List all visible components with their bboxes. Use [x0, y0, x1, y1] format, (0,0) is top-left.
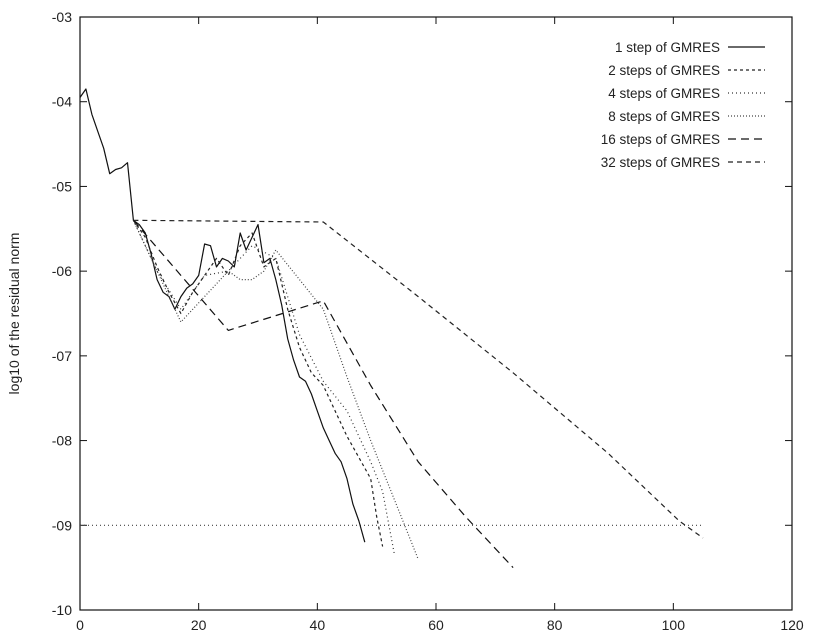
series-line-3: [132, 220, 396, 556]
y-tick-label: -10: [52, 602, 72, 618]
legend-label: 4 steps of GMRES: [608, 86, 720, 101]
series-line-2: [132, 219, 384, 547]
y-tick-label: -08: [52, 433, 72, 449]
y-tick-label: -09: [52, 517, 72, 533]
x-tick-label: 0: [76, 617, 84, 633]
y-tick-label: -07: [52, 348, 72, 364]
x-tick-label: 80: [547, 617, 563, 633]
legend-label: 8 steps of GMRES: [608, 109, 720, 124]
y-tick-label: -04: [52, 94, 72, 110]
legend-label: 2 steps of GMRES: [608, 63, 720, 78]
series-line-5: [132, 219, 514, 569]
y-tick-label: -03: [52, 9, 72, 25]
x-tick-label: 20: [191, 617, 207, 633]
legend: 1 step of GMRES 2 steps of GMRES 4 steps o…: [601, 40, 765, 170]
y-tick-label: -06: [52, 263, 72, 279]
x-tick-label: 100: [662, 617, 686, 633]
series-line-6: [133, 219, 704, 539]
series-line-1: [79, 88, 366, 543]
x-tick-label: 120: [780, 617, 804, 633]
plot-frame: [79, 16, 793, 611]
y-axis-title: log10 of the residual norm: [6, 233, 22, 395]
series-line-4: [132, 220, 419, 560]
legend-label: 1 step of GMRES: [615, 40, 720, 55]
legend-label: 16 steps of GMRES: [601, 132, 720, 147]
x-tick-label: 40: [310, 617, 326, 633]
legend-label: 32 steps of GMRES: [601, 155, 720, 170]
x-tick-label: 60: [428, 617, 444, 633]
y-tick-label: -05: [52, 178, 72, 194]
